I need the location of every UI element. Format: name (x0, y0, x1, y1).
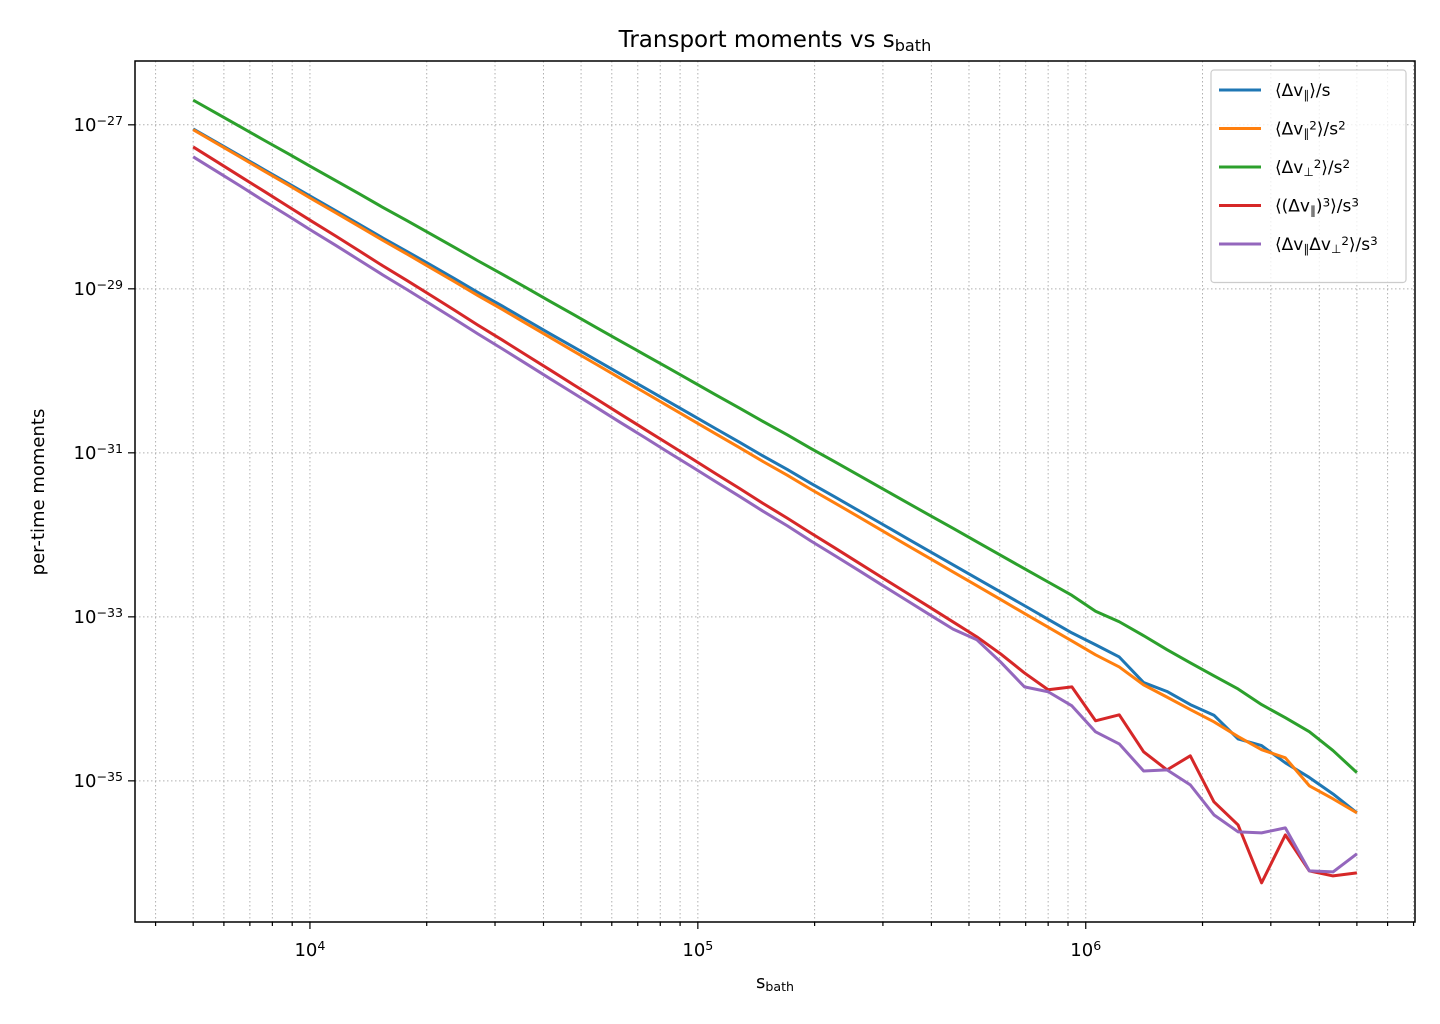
plot-frame (134, 60, 1416, 923)
legend-label: ⟨(Δv∥)3⟩/s3 (1275, 195, 1359, 217)
series-line (192, 155, 1358, 874)
x-axis-label: sbath (756, 972, 794, 994)
y-axis-label: per-time moments (28, 409, 49, 576)
y-tick-label: 10−29 (74, 277, 123, 300)
chart-title: Transport moments vs sbath (618, 27, 932, 55)
y-tick-label: 10−35 (74, 769, 123, 792)
y-tick-label: 10−33 (74, 605, 123, 628)
legend-label: ⟨Δv⊥2⟩/s2 (1275, 157, 1350, 179)
y-tick-label: 10−27 (74, 113, 123, 136)
legend-label: ⟨Δv∥2⟩/s2 (1275, 118, 1346, 140)
x-tick-label: 106 (1070, 938, 1101, 961)
series-line (192, 127, 1358, 815)
series-line (192, 128, 1358, 815)
legend-label: ⟨Δv∥Δv⊥2⟩/s3 (1275, 234, 1378, 256)
series-line (192, 98, 1358, 774)
legend: ⟨Δv∥⟩/s ⟨Δv∥2⟩/s2 ⟨Δv⊥2⟩/s2 ⟨(Δv∥)3⟩/s3 ⟨Δv∥… (1210, 69, 1407, 284)
legend-label: ⟨Δv∥⟩/s (1275, 81, 1331, 102)
x-tick-label: 104 (294, 938, 325, 961)
series-line (192, 145, 1358, 885)
y-tick-label: 10−31 (74, 441, 123, 464)
x-tick-label: 105 (682, 938, 713, 961)
legend-box (1210, 69, 1407, 284)
